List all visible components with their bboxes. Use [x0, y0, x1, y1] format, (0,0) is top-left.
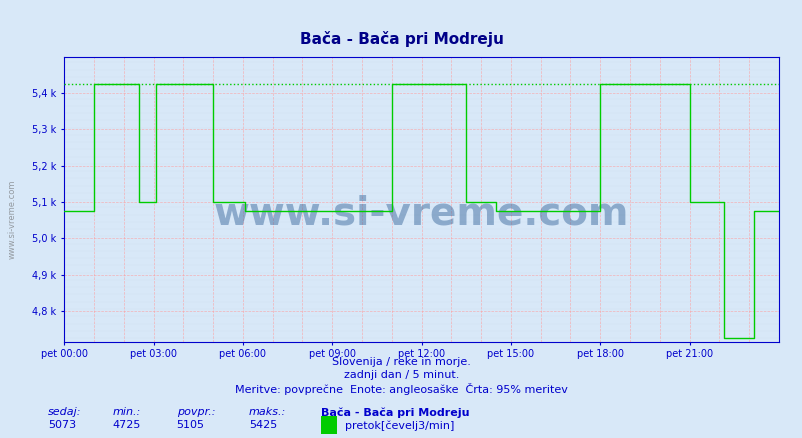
Text: www.si-vreme.com: www.si-vreme.com [213, 194, 629, 233]
Text: 5073: 5073 [48, 420, 76, 431]
Text: 4725: 4725 [112, 420, 140, 431]
Text: pretok[čevelj3/min]: pretok[čevelj3/min] [345, 420, 454, 431]
Text: 5425: 5425 [249, 420, 277, 431]
Text: Bača - Bača pri Modreju: Bača - Bača pri Modreju [321, 407, 469, 418]
Text: zadnji dan / 5 minut.: zadnji dan / 5 minut. [343, 370, 459, 380]
Text: www.si-vreme.com: www.si-vreme.com [8, 179, 17, 259]
Text: Bača - Bača pri Modreju: Bača - Bača pri Modreju [299, 31, 503, 47]
Text: Meritve: povprečne  Enote: angleosaške  Črta: 95% meritev: Meritve: povprečne Enote: angleosaške Čr… [235, 383, 567, 395]
Text: sedaj:: sedaj: [48, 407, 82, 417]
Text: 5105: 5105 [176, 420, 205, 431]
Text: povpr.:: povpr.: [176, 407, 215, 417]
Text: min.:: min.: [112, 407, 140, 417]
Text: maks.:: maks.: [249, 407, 286, 417]
Text: Slovenija / reke in morje.: Slovenija / reke in morje. [332, 357, 470, 367]
